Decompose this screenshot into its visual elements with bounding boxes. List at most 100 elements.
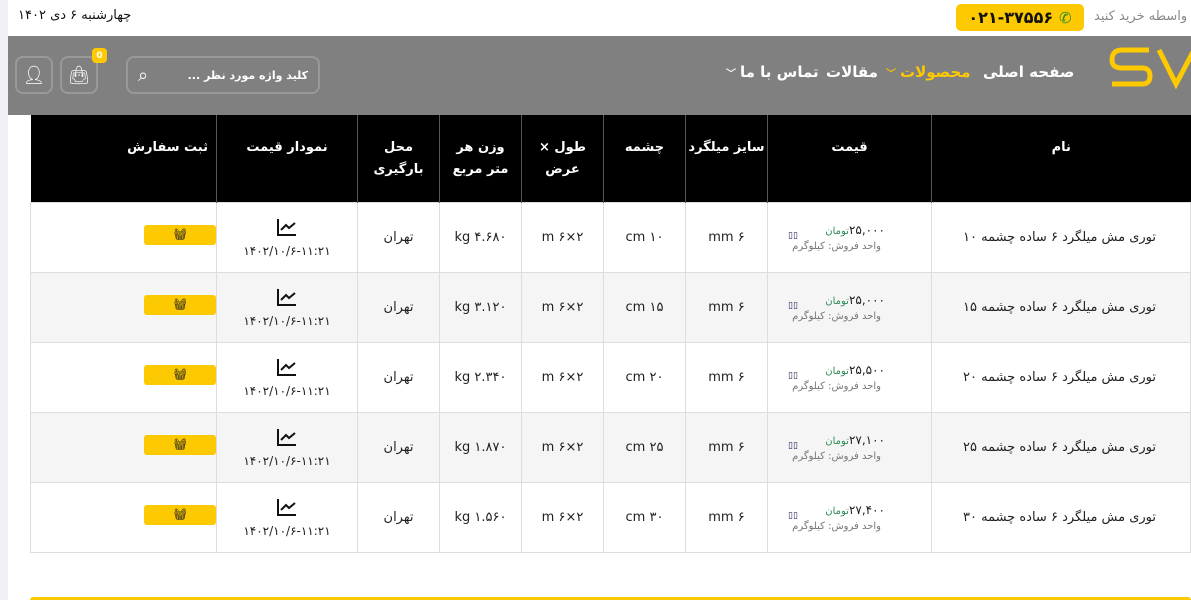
basket-icon: 🧺︎ xyxy=(173,508,187,521)
quantity-icon: ▯▯ xyxy=(788,230,798,241)
weight: ۱.۵۶۰ kg xyxy=(439,481,522,553)
product-name[interactable]: توری مش میلگرد ۶ ساده چشمه ۱۰ xyxy=(931,201,1191,273)
rebar-size: ۶ mm xyxy=(685,201,768,273)
top-bar: چهارشنبه ۶ دی ۱۴۰۲ ۰۲۱-۳۷۵۵۶ ✆ بدون واسط… xyxy=(8,0,1191,36)
price-cell: ۲۵,۰۰۰تومان واحد فروش: کیلوگرم ▯▯ xyxy=(767,271,932,343)
price-amount: ۲۵,۰۰۰ xyxy=(848,292,885,307)
loading-location: تهران xyxy=(357,271,440,343)
dimensions: ۲×۶ m xyxy=(521,271,604,343)
mesh-size: ۳۰ cm xyxy=(603,481,686,553)
mesh-size: ۲۰ cm xyxy=(603,341,686,413)
current-date: چهارشنبه ۶ دی ۱۴۰۲ xyxy=(18,8,132,23)
chevron-down-icon: ﹀ xyxy=(726,69,736,80)
quantity-icon: ▯▯ xyxy=(788,510,798,521)
menu-contact[interactable]: تماس با ما ﹀ xyxy=(726,63,819,81)
loading-location: تهران xyxy=(357,341,440,413)
price-chart-cell: ۱۴۰۲/۱۰/۶-۱۱:۲۱ xyxy=(216,481,358,553)
table-row: توری مش میلگرد ۶ ساده چشمه ۲۰ ۲۵,۵۰۰توما… xyxy=(30,341,1191,413)
price-amount: ۲۷,۴۰۰ xyxy=(848,502,885,517)
price-cell: ۲۷,۱۰۰تومان واحد فروش: کیلوگرم ▯▯ xyxy=(767,411,932,483)
weight: ۴.۶۸۰ kg xyxy=(439,201,522,273)
menu-products[interactable]: محصولات ﹀ xyxy=(886,63,971,81)
column-header: نام xyxy=(931,115,1191,202)
basket-icon: 🧺︎ xyxy=(173,298,187,311)
column-header: وزن هر متر مربع xyxy=(439,115,522,202)
update-date: ۱۴۰۲/۱۰/۶-۱۱:۲۱ xyxy=(243,523,331,538)
update-date: ۱۴۰۲/۱۰/۶-۱۱:۲۱ xyxy=(243,313,331,328)
cart-count-badge: 0 xyxy=(92,48,107,63)
menu-contact-label: تماس با ما xyxy=(740,63,819,81)
line-chart-icon[interactable] xyxy=(217,357,357,380)
column-header: چشمه xyxy=(603,115,686,202)
line-chart-icon[interactable] xyxy=(217,287,357,310)
chevron-down-icon: ﹀ xyxy=(886,69,896,80)
footer-accent-line xyxy=(30,597,1191,600)
order-cell: 🧺︎ xyxy=(30,271,217,343)
phone-icon: ✆ xyxy=(1059,8,1072,27)
quantity-icon: ▯▯ xyxy=(788,370,798,381)
weight: ۱.۸۷۰ kg xyxy=(439,411,522,483)
mesh-size: ۱۵ cm xyxy=(603,271,686,343)
table-row: توری مش میلگرد ۶ ساده چشمه ۲۵ ۲۷,۱۰۰توما… xyxy=(30,411,1191,483)
loading-location: تهران xyxy=(357,201,440,273)
product-name[interactable]: توری مش میلگرد ۶ ساده چشمه ۲۰ xyxy=(931,341,1191,413)
order-cell: 🧺︎ xyxy=(30,201,217,273)
order-cell: 🧺︎ xyxy=(30,481,217,553)
line-chart-icon[interactable] xyxy=(217,497,357,520)
sale-unit: واحد فروش: کیلوگرم xyxy=(792,520,881,532)
update-date: ۱۴۰۲/۱۰/۶-۱۱:۲۱ xyxy=(243,383,331,398)
price-amount: ۲۵,۵۰۰ xyxy=(848,362,885,377)
phone-button[interactable]: ۰۲۱-۳۷۵۵۶ ✆ xyxy=(956,4,1084,31)
user-icon: 👤︎ xyxy=(22,64,46,86)
sale-unit: واحد فروش: کیلوگرم xyxy=(792,240,881,252)
mesh-size: ۲۵ cm xyxy=(603,411,686,483)
line-chart-icon[interactable] xyxy=(217,427,357,450)
currency: تومان xyxy=(825,365,849,377)
price-cell: ۲۷,۴۰۰تومان واحد فروش: کیلوگرم ▯▯ xyxy=(767,481,932,553)
add-to-cart-button[interactable]: 🧺︎ xyxy=(144,294,216,315)
quantity-icon: ▯▯ xyxy=(788,300,798,311)
price-chart-cell: ۱۴۰۲/۱۰/۶-۱۱:۲۱ xyxy=(216,271,358,343)
currency: تومان xyxy=(825,225,849,237)
sale-unit: واحد فروش: کیلوگرم xyxy=(792,310,881,322)
currency: تومان xyxy=(825,295,849,307)
menu-home[interactable]: صفحه اصلی xyxy=(983,63,1075,81)
dimensions: ۲×۶ m xyxy=(521,201,604,273)
table-row: توری مش میلگرد ۶ ساده چشمه ۳۰ ۲۷,۴۰۰توما… xyxy=(30,481,1191,553)
update-date: ۱۴۰۲/۱۰/۶-۱۱:۲۱ xyxy=(243,453,331,468)
column-header: طول × عرض xyxy=(521,115,604,202)
price-cell: ۲۵,۵۰۰تومان واحد فروش: کیلوگرم ▯▯ xyxy=(767,341,932,413)
basket-icon: 🧺︎ xyxy=(173,368,187,381)
main-nav: سپهر مفتول صفحه اصلی محصولات ﹀ مقالات تما… xyxy=(8,36,1191,115)
product-name[interactable]: توری مش میلگرد ۶ ساده چشمه ۱۵ xyxy=(931,271,1191,343)
order-cell: 🧺︎ xyxy=(30,411,217,483)
search-icon[interactable]: ⌕ xyxy=(138,64,149,86)
logo[interactable]: سپهر مفتول xyxy=(1104,42,1191,110)
basket-icon: 🧺︎ xyxy=(173,438,187,451)
loading-location: تهران xyxy=(357,481,440,553)
add-to-cart-button[interactable]: 🧺︎ xyxy=(144,504,216,525)
quantity-icon: ▯▯ xyxy=(788,440,798,451)
line-chart-icon[interactable] xyxy=(217,217,357,240)
dimensions: ۲×۶ m xyxy=(521,341,604,413)
price-chart-cell: ۱۴۰۲/۱۰/۶-۱۱:۲۱ xyxy=(216,201,358,273)
menu-articles[interactable]: مقالات xyxy=(826,63,878,81)
product-name[interactable]: توری مش میلگرد ۶ ساده چشمه ۳۰ xyxy=(931,481,1191,553)
cart-button[interactable]: 👜︎ xyxy=(60,56,98,94)
price-chart-cell: ۱۴۰۲/۱۰/۶-۱۱:۲۱ xyxy=(216,411,358,483)
weight: ۲.۳۴۰ kg xyxy=(439,341,522,413)
mesh-size: ۱۰ cm xyxy=(603,201,686,273)
column-header: نمودار قیمت xyxy=(216,115,358,202)
add-to-cart-button[interactable]: 🧺︎ xyxy=(144,434,216,455)
basket-icon: 🧺︎ xyxy=(173,228,187,241)
menu-products-label: محصولات xyxy=(900,63,971,81)
product-name[interactable]: توری مش میلگرد ۶ ساده چشمه ۲۵ xyxy=(931,411,1191,483)
account-button[interactable]: 👤︎ xyxy=(15,56,53,94)
weight: ۳.۱۲۰ kg xyxy=(439,271,522,343)
price-amount: ۲۷,۱۰۰ xyxy=(848,432,885,447)
column-header: محل بارگیری xyxy=(357,115,440,202)
add-to-cart-button[interactable]: 🧺︎ xyxy=(144,364,216,385)
update-date: ۱۴۰۲/۱۰/۶-۱۱:۲۱ xyxy=(243,243,331,258)
search-input[interactable]: ⌕ کلید واژه مورد نظر ... xyxy=(126,56,320,94)
add-to-cart-button[interactable]: 🧺︎ xyxy=(144,224,216,245)
